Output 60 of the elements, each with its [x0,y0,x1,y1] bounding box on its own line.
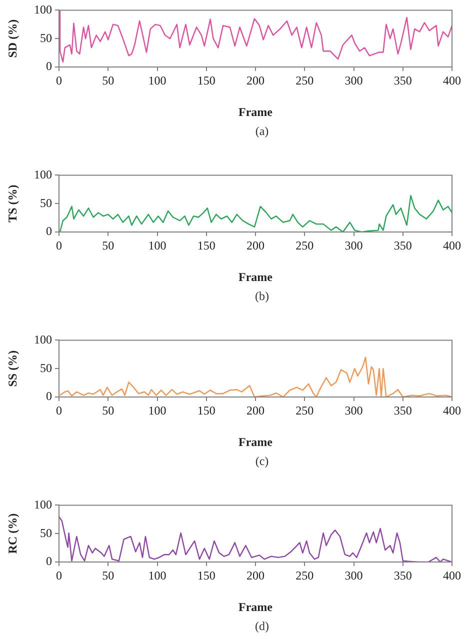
x-tick-label: 50 [102,73,114,88]
x-tick-label: 250 [296,73,314,88]
y-tick-label: 100 [34,332,52,346]
text: (d) [254,619,270,634]
x-tick-label: 50 [102,238,114,252]
x-tick-label: 150 [197,238,216,252]
x-tick-label: 100 [148,403,166,418]
x-tick-label: 400 [443,403,461,418]
x-axis-title: Frame [238,104,274,119]
x-tick-label: 0 [56,73,62,88]
y-tick-label: 100 [34,2,52,16]
x-tick-label: 150 [197,73,216,88]
x-tick-label: 100 [148,238,166,252]
x-tick-label: 250 [296,238,314,252]
x-tick-label: 150 [197,403,216,418]
y-tick-label: 50 [40,30,52,45]
x-tick-label: 400 [443,568,461,582]
x-tick-label: 200 [246,403,264,418]
x-tick-label: 50 [102,403,114,418]
x-tick-label: 300 [344,238,363,252]
y-tick-label: 50 [40,526,52,540]
x-tick-label: 300 [344,73,363,88]
y-axis-title: SS (%) [5,350,20,387]
x-tick-label: 150 [197,568,216,582]
y-tick-label: 0 [46,59,52,74]
y-tick-label: 50 [40,196,52,210]
x-tick-label: 100 [148,73,166,88]
y-axis-title: SD (%) [5,19,20,58]
x-tick-label: 350 [394,238,412,252]
x-tick-label: 350 [394,568,412,582]
text: (a) [254,124,270,139]
x-tick-label: 100 [148,568,166,582]
x-tick-label: 400 [443,73,461,88]
y-tick-label: 100 [34,167,52,182]
x-tick-label: 300 [344,403,363,418]
x-tick-label: 0 [56,403,62,418]
text: (b) [254,289,270,304]
x-axis-title: Frame [238,600,274,614]
x-tick-label: 200 [246,238,264,252]
x-tick-label: 200 [246,568,264,582]
y-tick-label: 100 [34,497,52,512]
x-axis-title: Frame [238,434,274,449]
y-axis-title: RC (%) [5,513,20,554]
x-tick-label: 250 [296,568,314,582]
y-tick-label: 0 [46,389,52,404]
x-tick-label: 0 [56,568,62,582]
x-tick-label: 350 [394,403,412,418]
x-tick-label: 200 [246,73,264,88]
y-tick-label: 0 [46,224,52,238]
x-tick-label: 400 [443,238,461,252]
x-tick-label: 0 [56,238,62,252]
x-tick-label: 350 [394,73,412,88]
text: (c) [254,454,270,469]
x-tick-label: 250 [296,403,314,418]
y-tick-label: 50 [40,360,52,375]
x-axis-title: Frame [238,270,274,284]
y-tick-label: 0 [46,554,52,568]
x-tick-label: 300 [344,568,363,582]
y-axis-title: TS (%) [5,184,20,222]
x-tick-label: 50 [102,568,114,582]
